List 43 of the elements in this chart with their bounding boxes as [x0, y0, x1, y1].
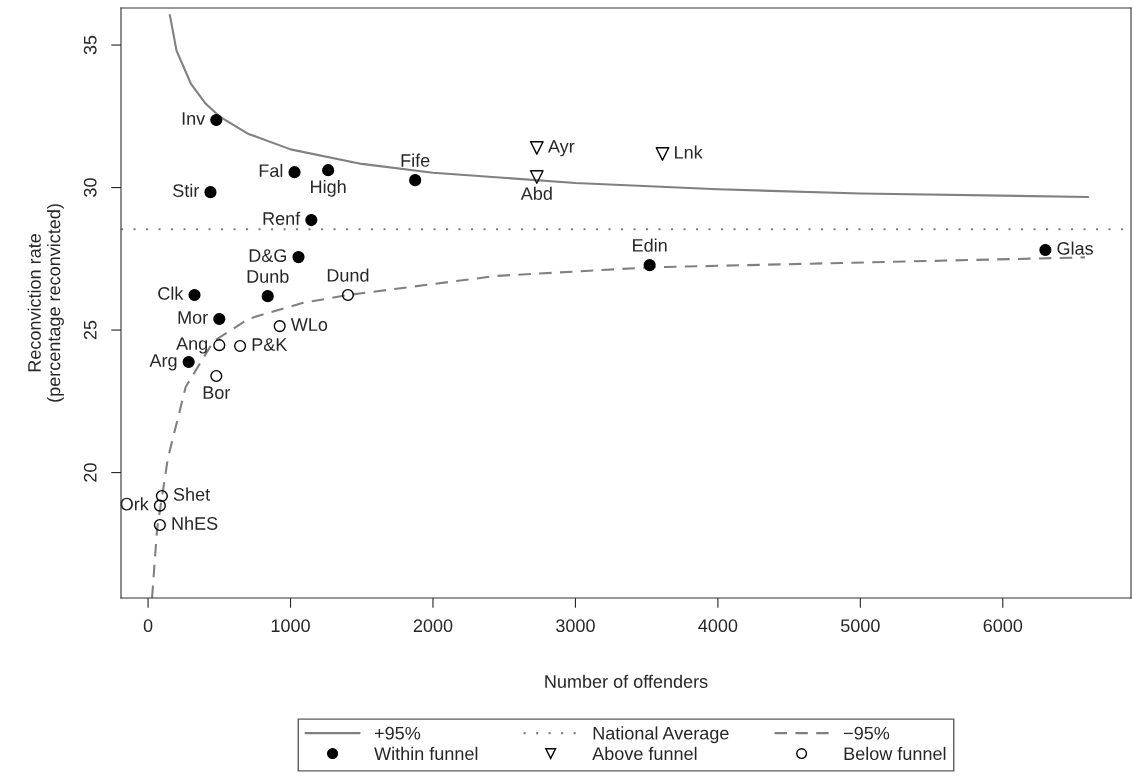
x-tick-label: 5000 — [840, 619, 880, 633]
annotation: Stir — [173, 183, 200, 197]
legend-label: −95% — [844, 726, 890, 740]
x-tick-label: 6000 — [983, 619, 1023, 633]
annotation: Ork — [120, 497, 149, 511]
annotation: WLo — [290, 318, 328, 331]
annotation: D&G — [249, 249, 287, 262]
y-axis-title: Reconviction rate (percentage reconvicted) — [27, 204, 64, 402]
annotation: Ang — [176, 337, 208, 354]
y-tick-label: 25 — [83, 320, 97, 340]
x-tick-label: 4000 — [698, 619, 738, 633]
x-tick-label: 1000 — [271, 619, 310, 633]
annotation: Mor — [178, 311, 208, 324]
y-tick-label: 35 — [83, 35, 97, 55]
legend-label: +95% — [374, 726, 421, 740]
annotation: Glas — [1057, 241, 1093, 255]
annotation: Dund — [327, 268, 369, 282]
annotation: Lnk — [675, 145, 703, 159]
annotation: Edin — [633, 238, 667, 252]
x-tick-label: 3000 — [556, 619, 595, 633]
x-tick-label: 2000 — [413, 619, 453, 633]
y-tick-label: 20 — [83, 463, 97, 482]
annotation: Fal — [259, 163, 283, 178]
x-axis-title: Number of offenders — [545, 674, 708, 688]
annotation: Arg — [149, 354, 177, 371]
legend-label: Within funnel — [374, 746, 478, 761]
legend-label: Above funnel — [592, 746, 697, 761]
legend-label: Below funnel — [844, 746, 946, 761]
x-tick-label: 0 — [143, 619, 153, 633]
annotation: Renf — [263, 211, 301, 225]
annotation: Bor — [203, 386, 231, 399]
annotation: Shet — [173, 487, 211, 501]
annotation: Dunb — [247, 269, 289, 283]
annotation: Inv — [182, 112, 206, 125]
annotation: P&K — [252, 338, 288, 351]
annotation: NhES — [172, 516, 218, 530]
y-tick-label: 30 — [83, 178, 97, 197]
annotation: High — [311, 179, 346, 197]
legend-label: National Average — [593, 726, 729, 744]
annotation: Ayr — [547, 140, 575, 157]
annotation: Fife — [401, 153, 430, 167]
annotation: Abd — [520, 186, 552, 200]
annotation: Clk — [158, 286, 184, 300]
